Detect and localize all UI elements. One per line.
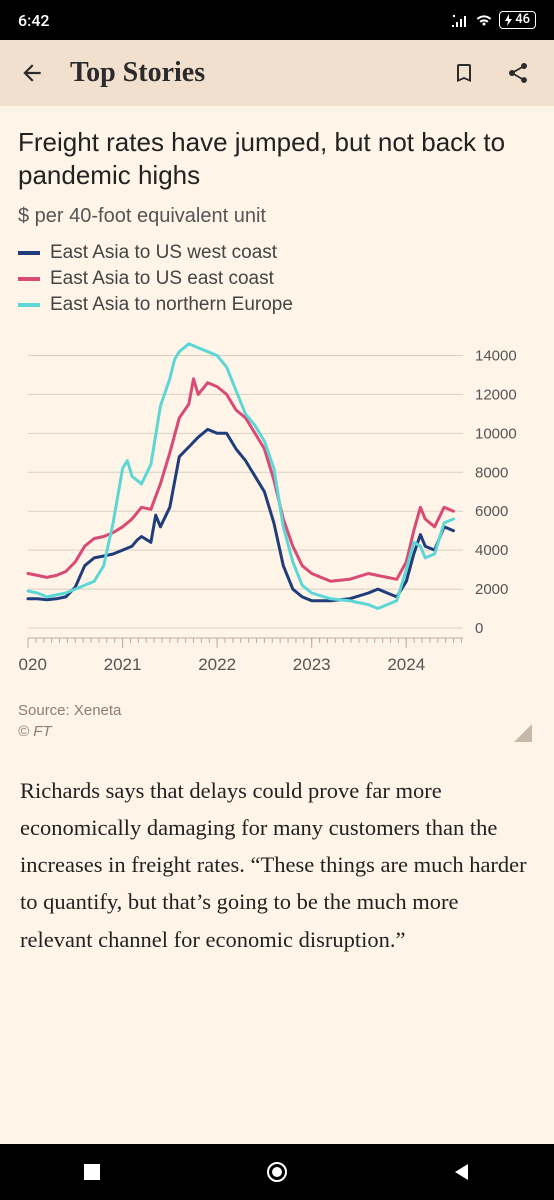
- svg-text:2023: 2023: [293, 655, 331, 674]
- svg-text:2021: 2021: [104, 655, 142, 674]
- expand-icon: [514, 724, 532, 742]
- bookmark-button[interactable]: [442, 51, 486, 95]
- svg-text:8000: 8000: [475, 464, 508, 481]
- chart-subtitle: $ per 40-foot equivalent unit: [18, 205, 536, 228]
- svg-text:2024: 2024: [387, 655, 425, 674]
- status-time: 6:42: [18, 11, 50, 30]
- legend-swatch: [18, 277, 40, 281]
- wifi-icon: [475, 13, 493, 27]
- legend-item: East Asia to northern Europe: [18, 294, 536, 316]
- legend-item: East Asia to US east coast: [18, 268, 536, 290]
- arrow-left-icon: [19, 60, 45, 86]
- status-right: 46: [451, 11, 536, 29]
- chart-svg: 0 2000 4000 6000 8000 10000 12000 14000 2020 2021…: [18, 328, 536, 688]
- legend-label: East Asia to northern Europe: [50, 294, 293, 316]
- bookmark-icon: [452, 61, 476, 85]
- share-icon: [506, 61, 530, 85]
- legend-item: East Asia to US west coast: [18, 242, 536, 264]
- battery-percent: 46: [515, 12, 530, 28]
- article-body: Richards says that delays could prove fa…: [0, 750, 554, 1144]
- square-icon: [83, 1163, 101, 1181]
- svg-text:2000: 2000: [475, 581, 508, 598]
- legend-label: East Asia to US east coast: [50, 268, 274, 290]
- source-label: Source: Xeneta: [18, 702, 121, 719]
- chart-plot: 0 2000 4000 6000 8000 10000 12000 14000 2020 2021…: [18, 328, 536, 688]
- recent-apps-button[interactable]: [62, 1152, 122, 1192]
- page-title: Top Stories: [70, 57, 432, 89]
- svg-text:4000: 4000: [475, 542, 508, 559]
- android-nav-bar: [0, 1144, 554, 1200]
- circle-icon: [265, 1160, 289, 1184]
- copyright-label: © FT: [18, 723, 52, 740]
- screen: 6:42 46 Top Stories Freight rates have j…: [0, 0, 554, 1200]
- battery-indicator: 46: [499, 11, 536, 29]
- legend-label: East Asia to US west coast: [50, 242, 277, 264]
- legend-swatch: [18, 251, 40, 255]
- svg-text:2022: 2022: [198, 655, 236, 674]
- expand-chart-button[interactable]: [504, 714, 532, 742]
- triangle-left-icon: [453, 1163, 471, 1181]
- status-bar: 6:42 46: [0, 0, 554, 40]
- android-back-button[interactable]: [432, 1152, 492, 1192]
- svg-text:0: 0: [475, 620, 483, 637]
- share-button[interactable]: [496, 51, 540, 95]
- home-button[interactable]: [247, 1152, 307, 1192]
- chart-card: Freight rates have jumped, but not back …: [0, 106, 554, 750]
- signal-icon: [451, 13, 469, 27]
- svg-text:12000: 12000: [475, 386, 517, 403]
- article-paragraph: Richards says that delays could prove fa…: [20, 772, 534, 958]
- svg-text:2020: 2020: [18, 655, 47, 674]
- svg-text:10000: 10000: [475, 425, 517, 442]
- svg-text:6000: 6000: [475, 503, 508, 520]
- legend-swatch: [18, 303, 40, 307]
- svg-text:14000: 14000: [475, 347, 517, 364]
- chart-title: Freight rates have jumped, but not back …: [18, 126, 536, 191]
- battery-bolt-icon: [505, 14, 512, 26]
- app-header: Top Stories: [0, 40, 554, 106]
- chart-footer: Source: Xeneta © FT: [18, 700, 536, 742]
- chart-source: Source: Xeneta © FT: [18, 700, 121, 742]
- back-button[interactable]: [10, 51, 54, 95]
- chart-legend: East Asia to US west coast East Asia to U…: [18, 242, 536, 316]
